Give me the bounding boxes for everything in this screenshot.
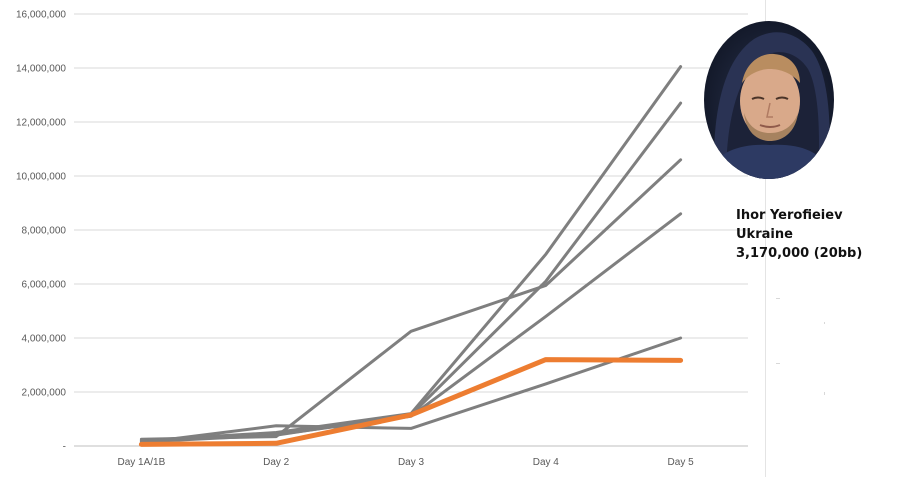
series-line-2: [139, 101, 683, 444]
player-name: Ihor Yerofieiev: [736, 208, 843, 223]
artifact-mark: [824, 322, 825, 324]
y-tick-label: 16,000,000: [16, 10, 66, 21]
player-country: Ukraine: [736, 227, 793, 242]
y-tick-label: 8,000,000: [22, 226, 67, 237]
x-tick-label: Day 2: [263, 457, 290, 468]
player-stack: 3,170,000 (20bb): [736, 246, 863, 261]
y-tick-label: 12,000,000: [16, 118, 66, 129]
x-tick-label: Day 1A/1B: [117, 457, 165, 468]
x-tick-label: Day 3: [398, 457, 425, 468]
y-tick-label: 4,000,000: [22, 334, 67, 345]
chart-panel: - 2,000,000 4,000,000 6,000,000 8,000,000 10,…: [15, 0, 766, 477]
series-line-5: [139, 336, 683, 445]
y-tick-label: 6,000,000: [22, 280, 67, 291]
y-tick-label: 10,000,000: [16, 172, 66, 183]
player-card: Ihor Yerofieiev Ukraine 3,170,000 (20bb): [700, 18, 900, 278]
series-line-1: [139, 65, 683, 443]
y-tick-label: 2,000,000: [22, 388, 67, 399]
chip-count-chart: - 2,000,000 4,000,000 6,000,000 8,000,000 10,…: [16, 10, 748, 468]
y-tick-label: -: [63, 442, 66, 453]
series-line-4: [139, 212, 683, 443]
series-line-3: [139, 158, 683, 441]
player-photo: [704, 21, 834, 179]
player-portrait-image: [704, 32, 834, 179]
y-tick-label: 14,000,000: [16, 64, 66, 75]
player-info: Ihor Yerofieiev Ukraine 3,170,000 (20bb): [736, 206, 906, 263]
artifact-mark: [776, 298, 780, 299]
x-tick-label: Day 5: [668, 457, 695, 468]
artifact-mark: [824, 392, 825, 395]
series-line-highlighted-player: [138, 357, 684, 447]
x-tick-label: Day 4: [533, 457, 560, 468]
artifact-mark: [776, 363, 780, 364]
